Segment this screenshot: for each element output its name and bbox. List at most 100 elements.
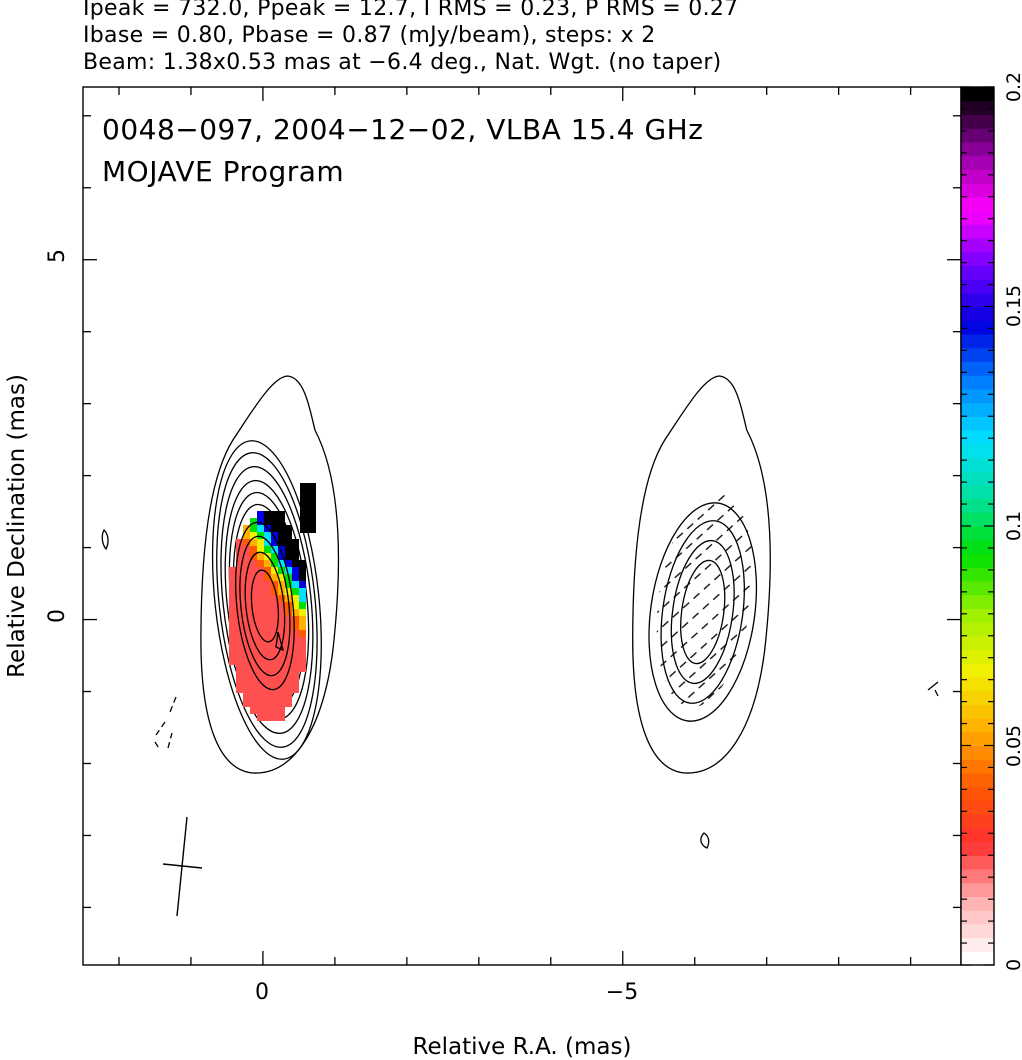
- fracpol-pixel: [236, 553, 243, 560]
- fracpol-pixel: [264, 518, 271, 525]
- fracpol-pixel: [278, 539, 285, 546]
- fracpol-pixel: [285, 672, 292, 679]
- fracpol-pixel: [229, 644, 236, 651]
- fracpol-pixel: [271, 560, 278, 567]
- colorbar-swatch: [961, 388, 994, 404]
- fracpol-pixel: [271, 623, 278, 630]
- colorbar-swatch: [961, 937, 994, 952]
- fracpol-pixel: [285, 665, 292, 672]
- fracpol-pixel: [243, 623, 250, 630]
- fracpol-pixel: [285, 686, 292, 693]
- fracpol-pixel: [229, 651, 236, 658]
- fracpol-pixel: [292, 609, 299, 616]
- fracpol-pixel: [278, 553, 285, 560]
- colorbar-swatch: [961, 567, 994, 582]
- colorbar-swatch: [961, 155, 994, 170]
- colorbar-swatch: [961, 347, 994, 362]
- fracpol-pixel: [285, 560, 292, 567]
- fracpol-pixel: [278, 623, 285, 630]
- fracpol-pixel: [257, 595, 264, 602]
- fracpol-pixel: [264, 623, 271, 630]
- fracpol-pixel: [236, 595, 243, 602]
- fracpol-pixel: [271, 679, 278, 686]
- fracpol-pixel: [229, 637, 236, 644]
- fracpol-pixel: [271, 532, 278, 539]
- colorbar-swatch: [961, 635, 994, 651]
- fracpol-pixel: [271, 693, 278, 700]
- fracpol-pixel: [229, 574, 236, 581]
- fracpol-pixel: [264, 658, 271, 665]
- fracpol-pixel: [264, 511, 271, 518]
- colorbar-swatch: [961, 526, 994, 541]
- fracpol-pixel: [278, 651, 285, 658]
- fracpol-pixel: [271, 511, 278, 518]
- fracpol-pixel: [243, 546, 250, 553]
- fracpol-pixel: [264, 651, 271, 658]
- fracpol-pixel: [271, 581, 278, 588]
- fracpol-pixel: [300, 483, 316, 533]
- contour-level-left: [216, 452, 318, 748]
- colorbar-swatch: [961, 361, 994, 376]
- noise-features: [101, 528, 939, 849]
- fracpol-pixel: [285, 616, 292, 623]
- fracpol-pixel: [271, 574, 278, 581]
- fracpol-pixel: [264, 693, 271, 700]
- contour-level-left: [211, 440, 322, 760]
- fracpol-pixel: [257, 637, 264, 644]
- fracpol-pixel: [299, 609, 306, 616]
- fracpol-pixel: [278, 567, 285, 574]
- fracpol-pixel: [285, 546, 292, 553]
- fracpol-pixel: [236, 560, 243, 567]
- colorbar-swatch: [961, 608, 994, 623]
- fracpol-pixel: [257, 588, 264, 595]
- fracpol-pixel: [299, 588, 306, 595]
- fracpol-pixel: [243, 630, 250, 637]
- fracpol-pixel: [299, 602, 306, 609]
- fracpol-pixel: [229, 595, 236, 602]
- fracpol-pixel: [292, 546, 299, 553]
- x-tick-label-0: 0: [255, 980, 269, 1005]
- fracpol-pixel: [236, 574, 243, 581]
- fracpol-pixel: [250, 574, 257, 581]
- fracpol-pixel: [257, 532, 264, 539]
- fracpol-pixel: [292, 637, 299, 644]
- colorbar-swatch: [961, 279, 994, 294]
- colorbar-swatch: [961, 594, 994, 609]
- fracpol-pixel: [243, 560, 250, 567]
- fracpol-pixel: [229, 567, 236, 574]
- fracpol-pixel: [257, 630, 264, 637]
- colorbar-swatch: [961, 690, 994, 705]
- colorbar-swatch: [961, 649, 994, 664]
- fracpol-pixel: [243, 644, 250, 651]
- colorbar-swatch: [961, 951, 994, 966]
- fracpol-pixel: [250, 525, 257, 532]
- y-tick-label-5: 5: [45, 249, 70, 263]
- fracpol-pixel: [278, 511, 285, 518]
- fracpol-pixel: [271, 518, 278, 525]
- fracpol-pixel: [271, 644, 278, 651]
- fracpol-pixel: [229, 623, 236, 630]
- x-axis-label: Relative R.A. (mas): [413, 1034, 632, 1060]
- evpa-stick-field: [656, 492, 753, 708]
- fracpol-pixel: [250, 623, 257, 630]
- fracpol-pixel: [236, 630, 243, 637]
- fracpol-pixel: [250, 651, 257, 658]
- colorbar-swatch: [961, 800, 994, 815]
- fracpol-pixel: [271, 700, 278, 707]
- fracpol-pixel: [271, 714, 278, 721]
- fracpol-pixel: [271, 630, 278, 637]
- fracpol-pixel: [292, 644, 299, 651]
- header-line-1: Ipeak = 732.0, Ppeak = 12.7, I RMS = 0.2…: [83, 0, 739, 21]
- fracpol-pixel: [236, 665, 243, 672]
- fracpol-pixel: [264, 574, 271, 581]
- colorbar-label-005: 0.05: [1003, 725, 1022, 767]
- fracpol-pixel: [243, 616, 250, 623]
- fracpol-pixel: [229, 588, 236, 595]
- colorbar-swatch: [961, 306, 994, 321]
- contour-level-left: [235, 521, 295, 691]
- colorbar: [961, 87, 994, 966]
- colorbar-swatch: [961, 169, 994, 184]
- fracpol-pixel: [285, 651, 292, 658]
- y-axis-label: Relative Declination (mas): [4, 374, 30, 678]
- fracpol-pixel: [257, 511, 264, 518]
